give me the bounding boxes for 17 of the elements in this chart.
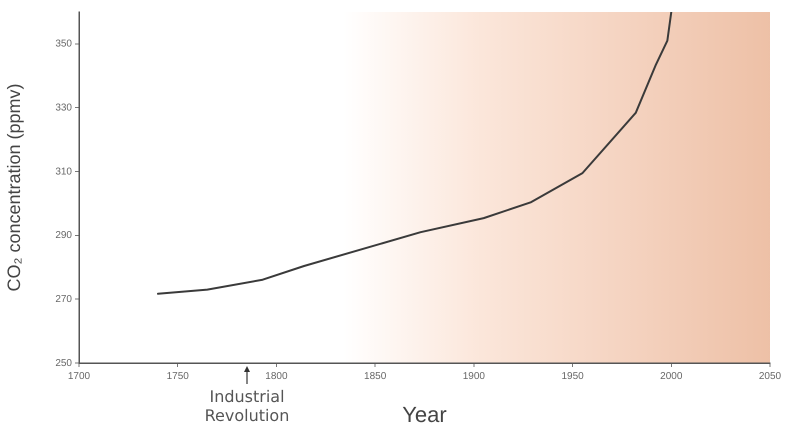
x-tick-label: 2050 <box>758 370 782 382</box>
x-tick-label: 1850 <box>364 370 387 382</box>
y-tick-label: 270 <box>55 294 72 305</box>
x-tick-label: 1950 <box>561 370 584 382</box>
x-axis-title: Year <box>402 402 447 427</box>
y-axis-title: CO₂ concentration (ppmv) <box>4 83 24 292</box>
y-tick-label: 290 <box>55 230 72 242</box>
x-tick-label: 1700 <box>68 370 91 382</box>
y-tick-label: 250 <box>55 358 72 369</box>
text: Industrial Revolution <box>204 387 290 425</box>
x-tick-label: 1750 <box>166 370 190 382</box>
x-tick-label: 1900 <box>462 370 486 382</box>
y-tick-label: 310 <box>55 166 72 178</box>
y-tick-label: 330 <box>55 102 72 114</box>
x-tick-label: 2000 <box>660 370 683 382</box>
x-tick-label: 1800 <box>265 370 288 382</box>
y-tick-label: 350 <box>55 38 72 50</box>
